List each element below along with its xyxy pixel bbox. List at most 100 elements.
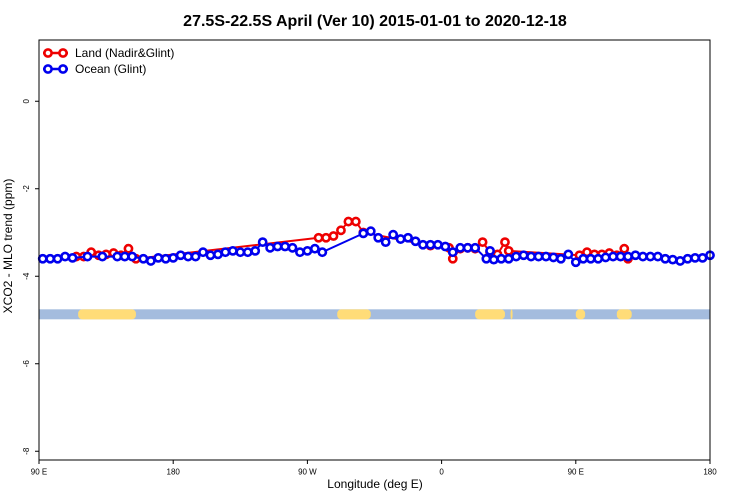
series-2-point [250, 245, 261, 256]
series-1-point [350, 216, 361, 227]
legend-marker [58, 48, 68, 58]
series-1-point [336, 225, 346, 236]
series-2-point [675, 256, 686, 266]
series-2-point [198, 247, 208, 258]
land-segment [575, 309, 586, 320]
series-2-point [447, 247, 458, 258]
series-2-point [220, 247, 231, 258]
series-2-point [112, 251, 123, 262]
series-2-point [380, 237, 391, 248]
series-2-point [52, 253, 63, 264]
series-1-point [343, 216, 354, 227]
series-2-point [235, 247, 246, 258]
series-2-point [608, 251, 618, 262]
land-segment [337, 309, 371, 320]
plot-frame [38, 39, 711, 461]
series-2-point [462, 242, 473, 253]
series-2-point [563, 249, 574, 260]
series-2-point [358, 228, 369, 239]
series-2-point [503, 253, 514, 264]
series-2-point [365, 226, 376, 237]
series-2-point [660, 253, 671, 264]
series-2-point [82, 251, 93, 262]
series-2-point [518, 250, 529, 261]
series-2-point [425, 239, 436, 250]
series-1-point [500, 237, 510, 248]
series-2-point [697, 252, 708, 263]
chart-title: 27.5S-22.5S April (Ver 10) 2015-01-01 to… [183, 13, 567, 30]
series-2-point [690, 252, 700, 263]
legend: Land (Nadir&Glint) Ocean (Glint) [43, 46, 174, 76]
y-axis: 0 -2 -4 -6 -8 [22, 98, 39, 455]
series-2-point [578, 253, 589, 264]
series-2-point [645, 251, 656, 262]
series-2-point [168, 252, 179, 263]
series-2-point [280, 241, 290, 252]
y-axis-label: XCO2 - MLO trend (ppm) [1, 179, 15, 314]
ocean-band [39, 309, 710, 320]
series-2-point [485, 245, 495, 256]
series-2-point [667, 254, 678, 265]
series-2-point [119, 251, 130, 262]
series-2-point [488, 254, 499, 265]
series-2-point [287, 242, 298, 253]
land-segment [78, 309, 136, 320]
series-2-point [496, 253, 507, 264]
x-axis: 90 E 180 90 W 0 90 E 180 [31, 460, 717, 477]
series-2-point [295, 247, 305, 258]
series-2-point [138, 253, 149, 264]
series-2-point [265, 242, 276, 253]
series-2-point [682, 253, 693, 264]
land-segment [475, 309, 505, 320]
y-tick-label: -8 [22, 447, 31, 455]
x-tick-label: 180 [167, 468, 181, 477]
series-2-point [145, 256, 156, 266]
series-2-point [548, 252, 559, 263]
legend-marker [43, 64, 53, 74]
land-segment [616, 309, 632, 320]
series-2-point [593, 253, 604, 264]
series-2-point [227, 245, 238, 256]
x-tick-label: 90 W [298, 468, 317, 477]
series-2-point [45, 253, 56, 264]
surface-band [39, 309, 710, 320]
series-layer [37, 216, 715, 268]
series-2-point [127, 251, 138, 262]
legend-marker [58, 64, 68, 74]
land-segment [510, 309, 513, 320]
y-tick-label: 0 [22, 98, 31, 103]
series-1-point [321, 232, 331, 243]
series-2-point [432, 239, 443, 250]
y-tick-label: -6 [22, 360, 31, 368]
series-1-point [503, 245, 514, 256]
series-2-point [160, 253, 171, 264]
series-2-point [615, 251, 626, 262]
series-2-point [526, 251, 536, 262]
x-tick-label: 180 [703, 468, 717, 477]
series-2-point [403, 232, 413, 243]
series-2-point [410, 236, 421, 247]
series-2-point [183, 251, 194, 262]
x-tick-label: 90 E [31, 468, 47, 477]
legend-marker [43, 48, 53, 58]
series-2-point [37, 253, 48, 264]
y-tick-label: -2 [22, 185, 31, 193]
series-2-point [373, 232, 384, 243]
series-2-point [97, 251, 108, 262]
series-1-point [477, 237, 488, 248]
legend-label: Land (Nadir&Glint) [75, 46, 174, 60]
series-1-point [123, 243, 134, 254]
series-2-point [60, 251, 70, 262]
series-2-point [638, 251, 648, 262]
series-2-point [190, 251, 201, 262]
series-2-point [242, 247, 253, 258]
series-2-point [257, 237, 268, 248]
series-2-point [455, 242, 466, 253]
x-axis-label: Longitude (deg E) [327, 477, 422, 491]
series-2-point [309, 243, 320, 254]
series-2-point [175, 250, 186, 261]
series-1-point [313, 232, 324, 243]
series-2-point [652, 251, 663, 262]
series-2-point [600, 252, 611, 263]
